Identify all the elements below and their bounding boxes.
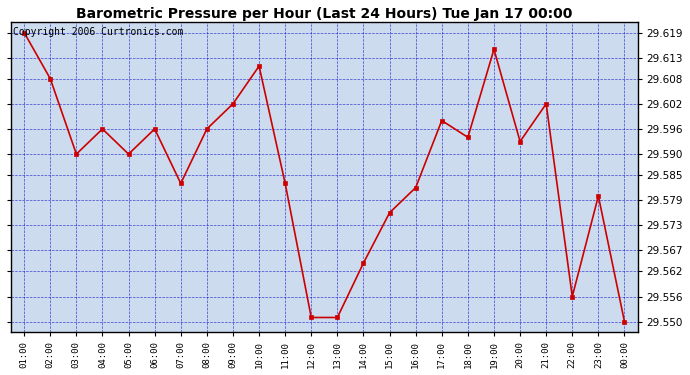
Text: Copyright 2006 Curtronics.com: Copyright 2006 Curtronics.com [13,27,184,37]
Title: Barometric Pressure per Hour (Last 24 Hours) Tue Jan 17 00:00: Barometric Pressure per Hour (Last 24 Ho… [76,7,573,21]
